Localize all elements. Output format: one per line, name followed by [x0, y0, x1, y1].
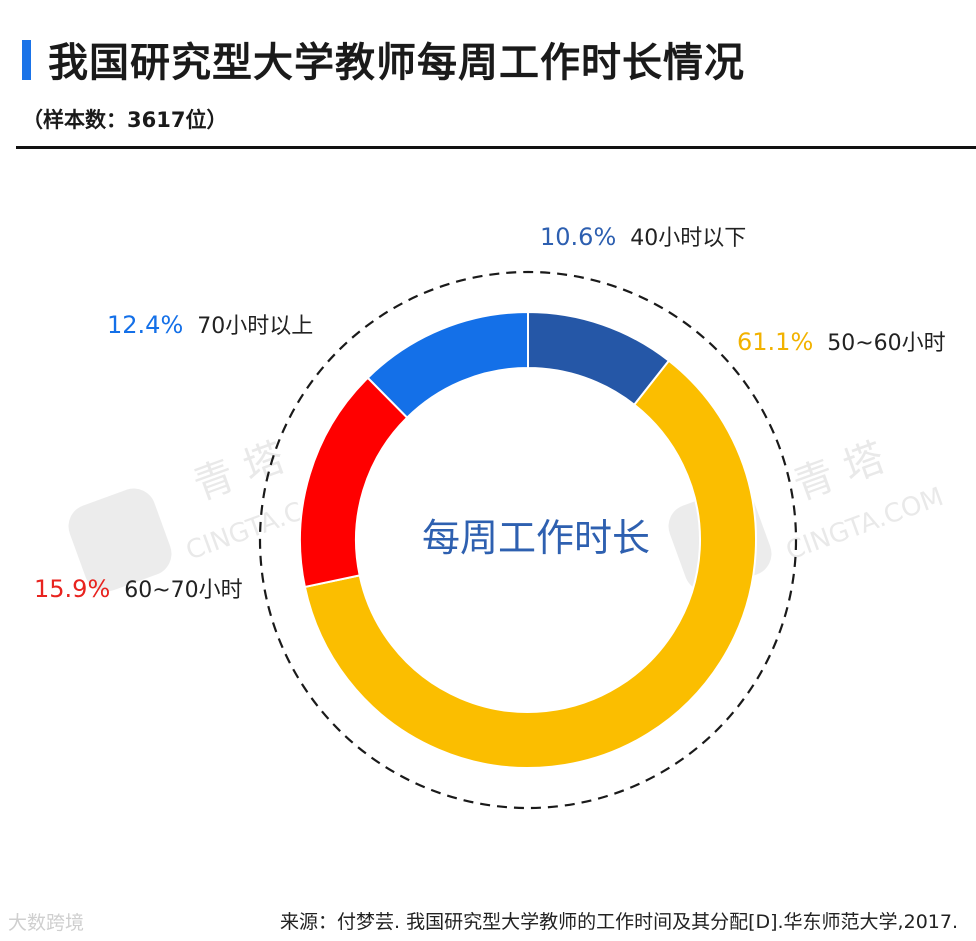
donut-slice-1 [303, 359, 757, 769]
title-accent-bar [22, 40, 31, 80]
sample-size-label: （样本数：3617位） [22, 108, 228, 132]
slice-label-1: 61.1% 50~60小时 [737, 328, 946, 356]
header-divider [16, 146, 976, 149]
donut-slice-2 [299, 376, 409, 589]
slice-label-3: 12.4% 70小时以上 [107, 311, 313, 339]
watermark-brand-cn: 青 塔 [788, 434, 891, 509]
slice-value-0: 10.6% [540, 223, 616, 251]
page-title: 我国研究型大学教师每周工作时长情况 [48, 40, 745, 86]
slice-value-2: 15.9% [34, 575, 110, 603]
watermark-brand-cn: 青 塔 [188, 434, 291, 509]
slice-labels: 10.6% 40小时以下 61.1% 50~60小时 15.9% 60~70小时 12.4%… [34, 223, 946, 603]
slice-value-1: 61.1% [737, 328, 813, 356]
watermark-logo-icon [68, 488, 172, 592]
slice-label-2: 15.9% 60~70小时 [34, 575, 243, 603]
slice-category-2: 60~70小时 [124, 578, 242, 603]
corner-watermark: 大数跨境 [8, 912, 85, 934]
slice-label-0: 10.6% 40小时以下 [540, 223, 746, 251]
center-label: 每周工作时长 [422, 516, 650, 560]
slice-value-3: 12.4% [107, 311, 183, 339]
donut-slice-3 [366, 310, 529, 420]
slice-category-3: 70小时以上 [197, 314, 313, 339]
dashed-outer-ring [258, 270, 798, 810]
slice-category-1: 50~60小时 [827, 331, 945, 356]
donut-slices [299, 310, 757, 769]
source-note: 来源：付梦芸. 我国研究型大学教师的工作时间及其分配[D].华东师范大学,201… [279, 911, 958, 933]
slice-category-0: 40小时以下 [630, 226, 746, 251]
